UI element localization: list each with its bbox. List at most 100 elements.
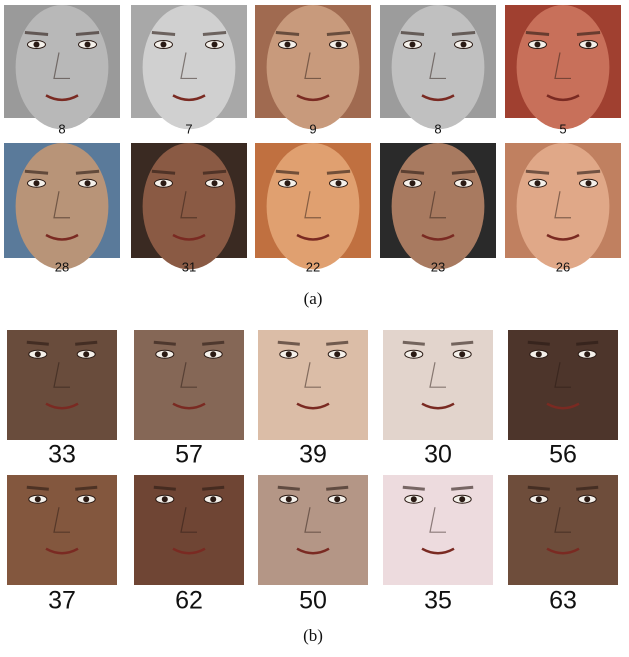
pupil [284,41,291,48]
nose [180,507,197,533]
face [7,475,117,585]
face-photo [383,330,493,440]
pupil [410,496,417,503]
eyebrow [153,485,176,491]
eyebrow [26,340,49,346]
face [134,330,244,440]
eyebrow [525,31,550,37]
mouth [421,94,455,102]
nose [53,191,70,219]
face-photo [131,5,247,130]
pupil [534,41,541,48]
pupil [161,351,168,358]
nose [554,507,571,533]
face-photo [7,330,117,440]
mouth [546,402,580,410]
nose [304,52,321,80]
pupil [460,180,467,187]
pupil [160,180,167,187]
face-photo [4,143,120,270]
face-photo [131,143,247,270]
eyebrow [24,31,49,37]
nose [180,191,197,219]
face [391,5,485,130]
face-photo [508,475,618,585]
nose [304,191,321,219]
pupil [210,496,217,503]
eyebrow [576,169,601,175]
nose [429,52,446,80]
nose [53,507,70,533]
face [508,330,618,440]
face-photo [258,330,368,440]
pupil [84,180,91,187]
face-photo [505,143,621,270]
pupil [335,41,342,48]
eyebrow [451,340,474,346]
eyebrow [451,485,474,491]
mouth [172,233,206,241]
eyebrow [400,31,425,37]
pupil [285,496,292,503]
age-label: 37 [48,587,76,615]
eyebrow [151,169,176,175]
mouth [421,402,455,410]
eyebrow [202,31,227,37]
pupil [33,180,40,187]
face-photo [505,5,621,130]
age-label: 28 [55,259,69,274]
eyebrow [326,31,351,37]
mouth [296,94,330,102]
nose [429,191,446,219]
age-label: 50 [299,587,327,615]
mouth [296,547,330,555]
age-label: 8 [434,121,441,136]
face [15,5,109,130]
face [391,143,485,270]
age-label: 31 [182,259,196,274]
eyebrow [275,31,300,37]
eyebrow [75,31,100,37]
eyebrow [277,485,300,491]
pupil [409,41,416,48]
eyebrow [202,340,225,346]
mouth [546,94,580,102]
face [15,143,109,270]
mouth [45,402,79,410]
face-photo [508,330,618,440]
age-label: 56 [549,441,577,469]
pupil [161,496,168,503]
face [258,330,368,440]
pupil [210,351,217,358]
nose [554,362,571,388]
nose [429,362,446,388]
face-photo [383,475,493,585]
pupil [410,351,417,358]
age-label: 33 [48,441,76,469]
nose [53,362,70,388]
face [516,143,610,270]
nose [304,362,321,388]
pupil [585,180,592,187]
eyebrow [451,31,476,37]
pupil [83,351,90,358]
pupil [584,496,591,503]
pupil [211,41,218,48]
mouth [421,547,455,555]
pupil [535,496,542,503]
panel-caption: (a) [304,289,323,308]
eyebrow [26,485,49,491]
nose [554,52,571,80]
face-photo [380,5,496,130]
nose [429,507,446,533]
pupil [584,351,591,358]
pupil [284,180,291,187]
face-photo [255,143,371,270]
eyebrow [75,169,100,175]
age-label: 30 [424,441,452,469]
nose [554,191,571,219]
mouth [296,402,330,410]
pupil [460,41,467,48]
face [258,475,368,585]
mouth [172,547,206,555]
